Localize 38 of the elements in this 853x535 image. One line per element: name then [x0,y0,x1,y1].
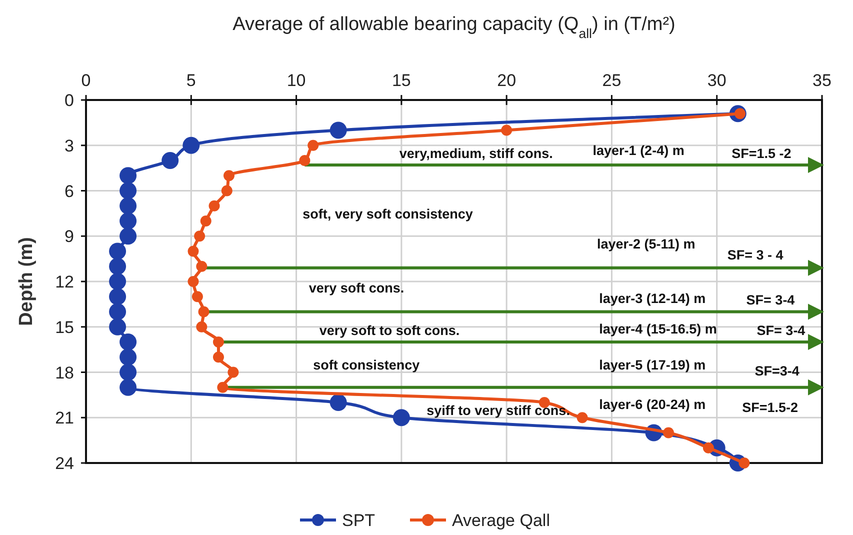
annotation: layer-5 (17-19) m [599,358,706,373]
annotation: SF=3-4 [754,364,800,379]
x-tick-label: 25 [602,71,622,90]
annotation: SF= 3-4 [756,322,806,338]
y-tick-label: 9 [64,227,74,246]
annotation: layer-3 (12-14) m [599,291,706,306]
x-axis-title: Average of allowable bearing capacity (Q$_{all}$) in (T/m²) [232,14,676,40]
x-tick-label: 30 [707,71,726,90]
annotation: very soft to soft cons. [319,322,460,338]
y-tick-label: 24 [55,454,74,473]
x-tick-label: 0 [81,71,91,90]
y-tick-label: 21 [55,408,74,428]
y-tick-label: 18 [55,363,74,382]
y-tick-label: 15 [55,318,74,337]
annotation: SF=1.5-2 [742,400,798,416]
annotation: layer-2 (5-11) m [596,236,696,252]
annotation: very soft cons. [308,280,404,296]
annotation: soft consistency [313,358,420,373]
y-axis-title: Depth (m) [16,237,37,326]
y-tick-label: 0 [64,91,74,110]
y-tick-label: 3 [64,136,74,156]
annotation: SF= 3-4 [746,292,796,308]
x-tick-label: 35 [812,71,832,90]
annotation: very,medium, stiff cons. [399,146,553,161]
annotation: layer-1 (2-4) m [592,142,684,158]
annotation: layer-6 (20-24) m [599,397,706,412]
y-tick-label: 6 [64,182,74,201]
annotation: layer-4 (15-16.5) m [599,321,717,336]
annotation: SF=1.5 -2 [732,146,792,161]
x-tick-label: 5 [186,71,196,90]
x-tick-label: 10 [286,71,306,90]
x-tick-label: 15 [392,71,411,90]
legend-label: SPT [342,511,376,530]
x-tick-label: 20 [497,71,516,90]
legend-label: Average Qall [452,511,550,530]
annotation: SF= 3 - 4 [727,247,784,262]
y-tick-label: 12 [55,272,74,292]
annotation: soft, very soft consistency [302,206,474,222]
